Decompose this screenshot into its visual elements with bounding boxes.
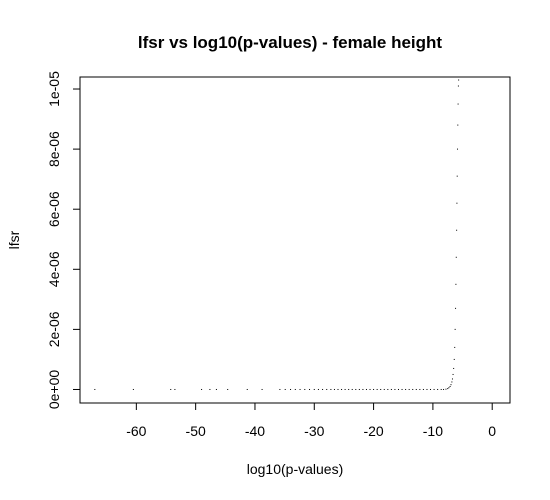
data-point [330,388,332,390]
plot-frame [79,76,511,404]
y-tick-label: 2e-06 [46,311,62,347]
data-point [419,388,421,390]
data-point [299,388,301,390]
data-point [455,256,457,258]
data-point [284,388,286,390]
data-point [348,388,350,390]
y-axis-title: lfsr [6,230,22,249]
data-point [451,378,453,380]
x-tick-label: -30 [304,423,324,439]
data-point [455,307,457,309]
data-point [452,373,454,375]
y-tick-label: 0e+00 [46,370,62,410]
data-point [355,388,357,390]
data-point [433,388,435,390]
data-point [453,358,455,360]
data-point [309,388,311,390]
data-point [450,384,452,386]
data-point [358,388,360,390]
data-point [380,388,382,390]
data-point [401,388,403,390]
data-point [333,388,335,390]
data-point [365,388,367,390]
y-tick-label: 6e-06 [46,191,62,227]
data-point [456,202,458,204]
data-point [351,388,353,390]
data-point [376,388,378,390]
data-point [246,388,248,390]
x-axis: -60 -50 -40 -30 -20 -10 0 [126,402,496,439]
data-point [290,388,292,390]
data-point [279,388,281,390]
data-point [453,367,455,369]
data-point [387,388,389,390]
data-point [174,388,176,390]
data-point [326,388,328,390]
data-point [457,124,459,126]
data-point [405,388,407,390]
data-point [408,388,410,390]
data-point [337,388,339,390]
data-point [415,388,417,390]
data-point [412,388,414,390]
data-point [447,388,449,390]
data-point [261,388,263,390]
x-tick-label: 0 [488,423,496,439]
data-point [394,388,396,390]
x-tick-label: -20 [363,423,383,439]
x-tick-label: -50 [186,423,206,439]
data-point [457,148,459,150]
data-point [170,388,172,390]
data-point [294,388,296,390]
data-point [94,388,96,390]
data-point [456,229,458,231]
data-point [369,388,371,390]
data-points [94,79,460,390]
data-point [440,388,442,390]
data-point [313,388,315,390]
data-point [304,388,306,390]
x-tick-label: -10 [423,423,443,439]
data-point [341,388,343,390]
data-point [397,388,399,390]
data-point [390,388,392,390]
data-point [426,388,428,390]
data-point [209,388,211,390]
data-point [455,283,457,285]
data-point [458,79,460,81]
data-point [215,388,217,390]
data-point [227,388,229,390]
data-point [430,388,432,390]
x-axis-title: log10(p-values) [247,461,344,477]
y-tick-label: 8e-06 [46,131,62,167]
data-point [344,388,346,390]
data-point [383,388,385,390]
data-point [445,388,447,390]
data-point [443,388,445,390]
data-point [373,388,375,390]
data-point [362,388,364,390]
y-tick-label: 4e-06 [46,251,62,287]
data-point [451,381,453,383]
data-point [449,385,451,387]
data-point [457,85,459,87]
y-axis: 0e+00 2e-06 4e-06 6e-06 8e-06 1e-05 [46,71,81,410]
data-point [132,388,134,390]
chart-title: lfsr vs log10(p-values) - female height [138,33,443,52]
x-tick-label: -40 [245,423,265,439]
data-point [456,175,458,177]
data-point [457,103,459,105]
data-point [437,388,439,390]
data-point [201,388,203,390]
y-tick-label: 1e-05 [46,71,62,107]
data-point [422,388,424,390]
data-point [448,387,450,389]
data-point [322,388,324,390]
data-point [454,328,456,330]
x-tick-label: -60 [126,423,146,439]
data-point [454,346,456,348]
data-point [317,388,319,390]
